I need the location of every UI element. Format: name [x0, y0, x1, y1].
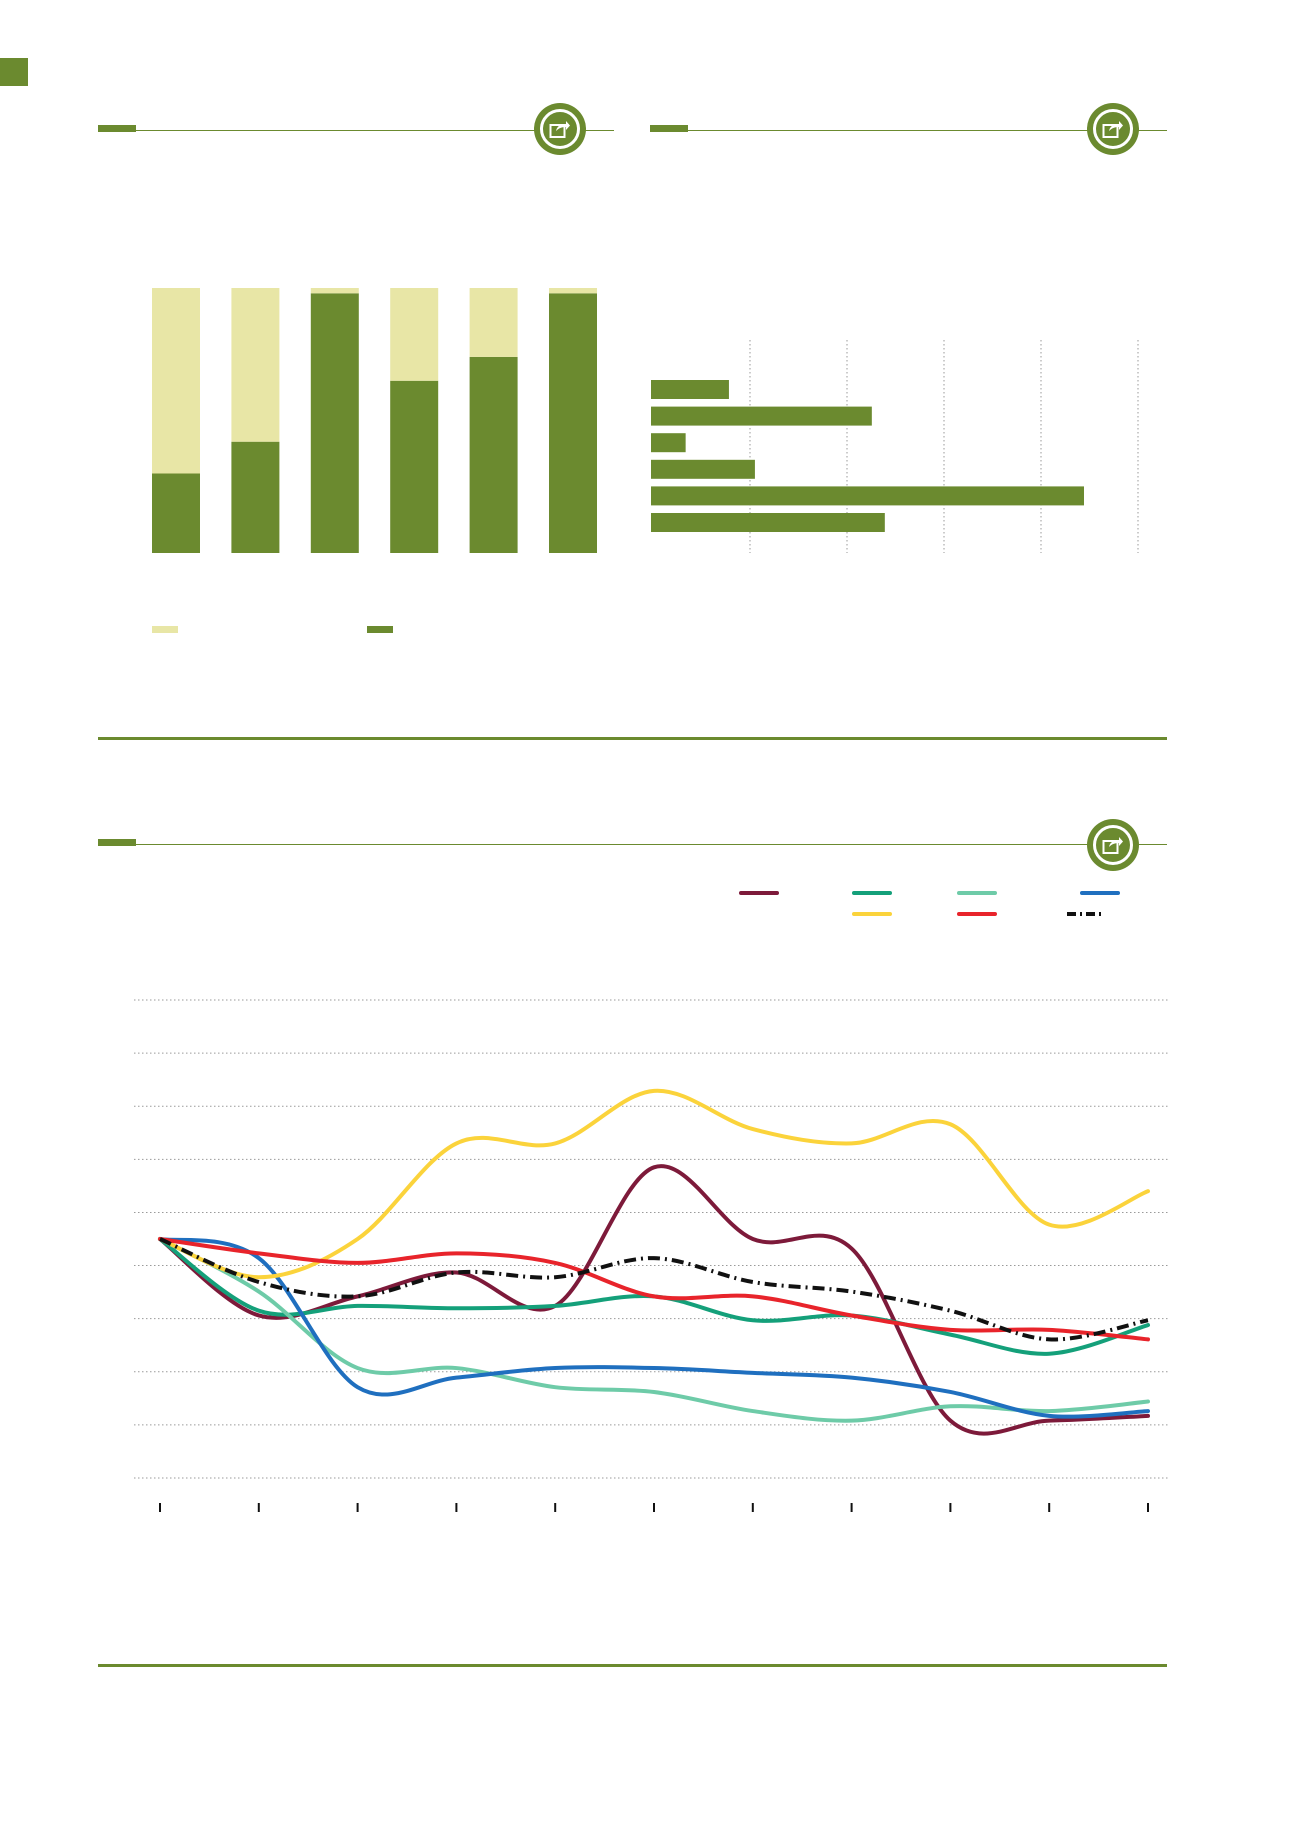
stacked-bar-segment-6-2 [549, 288, 597, 294]
hbar-1 [651, 380, 729, 399]
share-icon [549, 121, 570, 138]
panel-1-header-rule [98, 130, 614, 131]
stacked-bar-legend [152, 626, 393, 633]
panel-2-share-button[interactable] [1087, 103, 1139, 155]
stacked-bar-segment-4-1 [390, 380, 439, 553]
stacked-bar-segment-2-1 [231, 441, 280, 553]
stacked-bar-segment-5-2 [469, 288, 518, 357]
stacked-bar-segment-1-2 [152, 288, 200, 474]
series-line-1 [158, 1164, 1150, 1436]
panel-3-share-button[interactable] [1087, 819, 1139, 871]
stacked-legend-swatch-2 [367, 626, 393, 633]
share-icon [1102, 837, 1123, 854]
panel-1-header-tab [98, 125, 136, 132]
hbar-2 [651, 406, 872, 426]
top-section-divider [98, 737, 1167, 740]
stacked-bar-segment-5-1 [469, 356, 518, 553]
stacked-bar-chart [152, 288, 597, 553]
line-chart-series [158, 1088, 1150, 1436]
page-section-tab [0, 58, 28, 86]
panel-3-header-rule [98, 844, 1167, 845]
stacked-bar-segment-3-1 [310, 293, 359, 553]
line-chart-x-ticks [159, 1503, 1149, 1512]
horizontal-bar-chart [651, 380, 1084, 532]
stacked-bar-segment-2-2 [231, 288, 280, 442]
series-line-6 [158, 1237, 1150, 1342]
stacked-bar-segment-6-1 [549, 293, 597, 553]
hbar-3 [651, 433, 686, 453]
share-icon [1102, 121, 1123, 138]
hbar-6 [651, 513, 885, 532]
hbar-5 [651, 486, 1084, 506]
panel-2-header-rule [650, 130, 1167, 131]
series-line-7 [159, 1237, 1149, 1342]
bottom-section-divider [98, 1664, 1167, 1667]
line-chart-grid [134, 999, 1168, 1479]
panel-3-header-tab [98, 839, 136, 846]
stacked-bar-segment-1-1 [152, 473, 200, 553]
hbar-4 [651, 459, 755, 479]
stacked-bar-segment-4-2 [390, 288, 439, 381]
series-line-4 [158, 1237, 1150, 1419]
stacked-bar-segment-3-2 [310, 288, 359, 294]
series-line-5 [158, 1088, 1150, 1280]
panel-1-share-button[interactable] [534, 103, 586, 155]
stacked-legend-swatch-1 [152, 626, 178, 633]
panel-2-header-tab [650, 125, 688, 132]
line-chart-legend [739, 891, 1120, 916]
